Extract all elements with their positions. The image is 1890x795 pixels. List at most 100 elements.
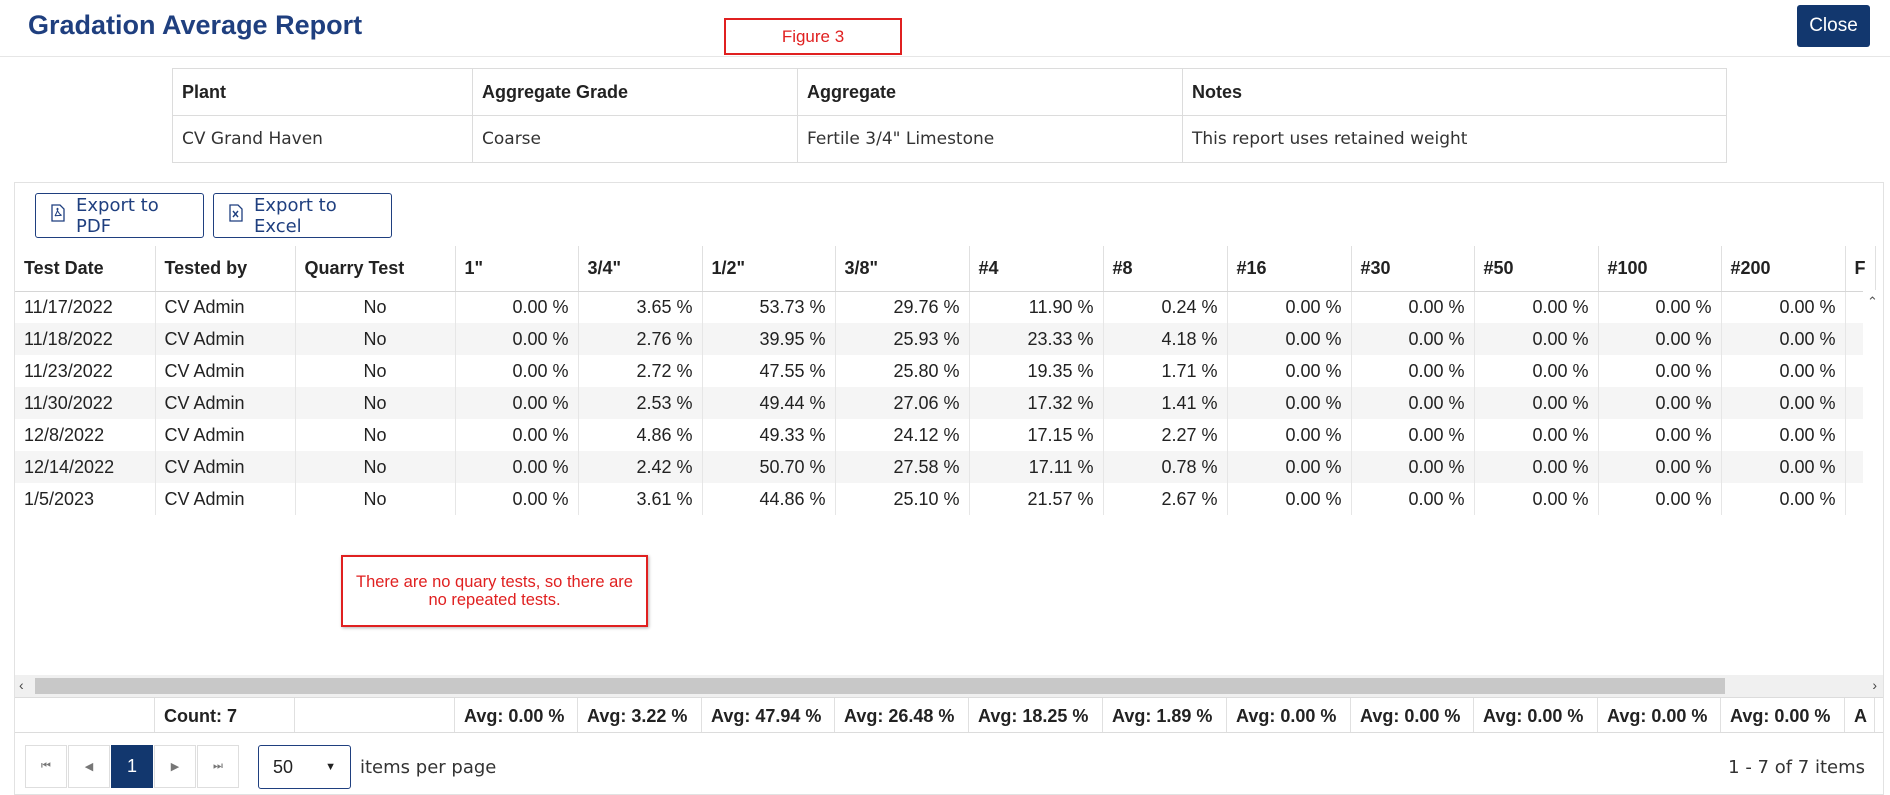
export-pdf-button[interactable]: Export to PDF xyxy=(35,193,204,238)
table-cell: 0.00 % xyxy=(455,419,579,451)
table-row[interactable]: 1/5/2023 CV Admin No 0.00 % 3.61 % 44.86 % 25.… xyxy=(15,483,1876,515)
table-cell: 4.86 % xyxy=(578,419,703,451)
table-cell: 0.00 % xyxy=(455,483,579,515)
footer-aggregate-cell: Avg: 47.94 % xyxy=(702,698,835,732)
column-header[interactable]: #100 xyxy=(1598,246,1722,292)
table-cell: 2.27 % xyxy=(1103,419,1228,451)
table-row[interactable]: 12/8/2022 CV Admin No 0.00 % 4.86 % 49.33 % 24… xyxy=(15,419,1876,451)
table-cell: 0.00 % xyxy=(1474,323,1599,355)
table-cell: 0.00 % xyxy=(1351,451,1475,483)
table-cell: 49.33 % xyxy=(702,419,836,451)
table-cell: 0.00 % xyxy=(1474,291,1599,323)
table-row[interactable]: 11/30/2022 CV Admin No 0.00 % 2.53 % 49.44 % 2… xyxy=(15,387,1876,419)
table-cell: 0.78 % xyxy=(1103,451,1228,483)
report-header: Gradation Average Report Figure 3 Close xyxy=(0,0,1890,57)
table-cell: No xyxy=(295,419,456,451)
first-page-button[interactable]: ⏮ xyxy=(25,745,67,788)
table-cell: 11/23/2022 xyxy=(15,355,156,387)
table-cell: CV Admin xyxy=(155,483,296,515)
table-cell: 0.00 % xyxy=(1474,387,1599,419)
table-cell: 0.00 % xyxy=(1351,291,1475,323)
column-header[interactable]: Test Date xyxy=(15,246,156,292)
next-page-button[interactable]: ▶ xyxy=(154,745,196,788)
footer-aggregate-cell: Avg: 1.89 % xyxy=(1103,698,1227,732)
table-cell: 0.00 % xyxy=(1227,387,1352,419)
pdf-file-icon xyxy=(50,204,66,227)
footer-aggregate-cell: Avg: 0.00 % xyxy=(1721,698,1845,732)
footer-aggregate-cell: A xyxy=(1845,698,1875,732)
table-cell: 0.24 % xyxy=(1103,291,1228,323)
next-page-icon: ▶ xyxy=(170,761,180,773)
column-header[interactable]: #50 xyxy=(1474,246,1599,292)
table-cell: 2.72 % xyxy=(578,355,703,387)
table-row[interactable]: 11/18/2022 CV Admin No 0.00 % 2.76 % 39.95 % 2… xyxy=(15,323,1876,355)
column-header[interactable]: F xyxy=(1845,246,1876,292)
table-cell: No xyxy=(295,483,456,515)
table-cell: 1.41 % xyxy=(1103,387,1228,419)
table-row[interactable]: 11/23/2022 CV Admin No 0.00 % 2.72 % 47.55 % 2… xyxy=(15,355,1876,387)
column-header[interactable]: #4 xyxy=(969,246,1104,292)
table-cell: 1/5/2023 xyxy=(15,483,156,515)
last-page-icon: ⏭ xyxy=(213,760,223,772)
caret-down-icon: ▼ xyxy=(325,761,336,773)
table-cell: 3.65 % xyxy=(578,291,703,323)
table-cell: 1.71 % xyxy=(1103,355,1228,387)
table-cell: 0.00 % xyxy=(455,387,579,419)
close-button[interactable]: Close xyxy=(1797,5,1870,47)
column-header[interactable]: Tested by xyxy=(155,246,296,292)
table-cell: 0.00 % xyxy=(1227,291,1352,323)
table-cell: 0.00 % xyxy=(1598,323,1722,355)
scroll-up-icon[interactable]: ⌃ xyxy=(1867,294,1878,309)
vertical-scrollbar[interactable]: ⌃ ⌄ xyxy=(1863,290,1883,710)
table-cell: No xyxy=(295,355,456,387)
last-page-button[interactable]: ⏭ xyxy=(197,745,239,788)
table-cell: 2.53 % xyxy=(578,387,703,419)
horizontal-scroll-thumb[interactable] xyxy=(35,678,1725,694)
page-number-button[interactable]: 1 xyxy=(111,745,153,788)
table-cell: 0.00 % xyxy=(1474,355,1599,387)
horizontal-scrollbar[interactable]: ‹ › xyxy=(15,675,1883,697)
export-pdf-label: Export to PDF xyxy=(76,194,159,237)
scroll-right-icon[interactable]: › xyxy=(1872,677,1877,693)
column-header[interactable]: #16 xyxy=(1227,246,1352,292)
plant-header: Plant xyxy=(172,68,473,116)
table-cell: 0.00 % xyxy=(1227,323,1352,355)
table-cell: 0.00 % xyxy=(1721,323,1846,355)
column-header[interactable]: Quarry Test xyxy=(295,246,456,292)
footer-aggregate-cell: Avg: 0.00 % xyxy=(1474,698,1598,732)
column-header[interactable]: 1" xyxy=(455,246,579,292)
column-header[interactable]: #200 xyxy=(1721,246,1846,292)
table-cell: 0.00 % xyxy=(1598,419,1722,451)
table-cell: 27.06 % xyxy=(835,387,970,419)
table-cell: 27.58 % xyxy=(835,451,970,483)
table-row[interactable]: 12/14/2022 CV Admin No 0.00 % 2.42 % 50.70 % 2… xyxy=(15,451,1876,483)
column-header[interactable]: 1/2" xyxy=(702,246,836,292)
table-cell: 0.00 % xyxy=(1721,355,1846,387)
table-cell: 19.35 % xyxy=(969,355,1104,387)
table-cell: 4.18 % xyxy=(1103,323,1228,355)
page-size-select[interactable]: 50 ▼ xyxy=(258,745,351,789)
first-page-icon: ⏮ xyxy=(41,760,51,772)
prev-page-button[interactable]: ◀ xyxy=(68,745,110,788)
footer-aggregate-cell: Avg: 3.22 % xyxy=(578,698,702,732)
table-cell: CV Admin xyxy=(155,419,296,451)
column-header[interactable]: #30 xyxy=(1351,246,1475,292)
table-cell: 39.95 % xyxy=(702,323,836,355)
table-cell: 0.00 % xyxy=(1351,387,1475,419)
footer-aggregate-cell: Avg: 0.00 % xyxy=(1598,698,1721,732)
column-header[interactable]: #8 xyxy=(1103,246,1228,292)
table-row[interactable]: 11/17/2022 CV Admin No 0.00 % 3.65 % 53.73 % 2… xyxy=(15,291,1876,323)
table-cell: 0.00 % xyxy=(1721,483,1846,515)
scroll-left-icon[interactable]: ‹ xyxy=(19,677,24,693)
table-cell: 49.44 % xyxy=(702,387,836,419)
column-header[interactable]: 3/8" xyxy=(835,246,970,292)
table-cell: 0.00 % xyxy=(1474,451,1599,483)
table-cell: 11/17/2022 xyxy=(15,291,156,323)
table-cell: 44.86 % xyxy=(702,483,836,515)
column-header[interactable]: 3/4" xyxy=(578,246,703,292)
export-excel-button[interactable]: Export to Excel xyxy=(213,193,392,238)
table-cell: 3.61 % xyxy=(578,483,703,515)
table-cell: 0.00 % xyxy=(1351,483,1475,515)
table-cell: 12/8/2022 xyxy=(15,419,156,451)
footer-aggregate-cell xyxy=(295,698,455,732)
